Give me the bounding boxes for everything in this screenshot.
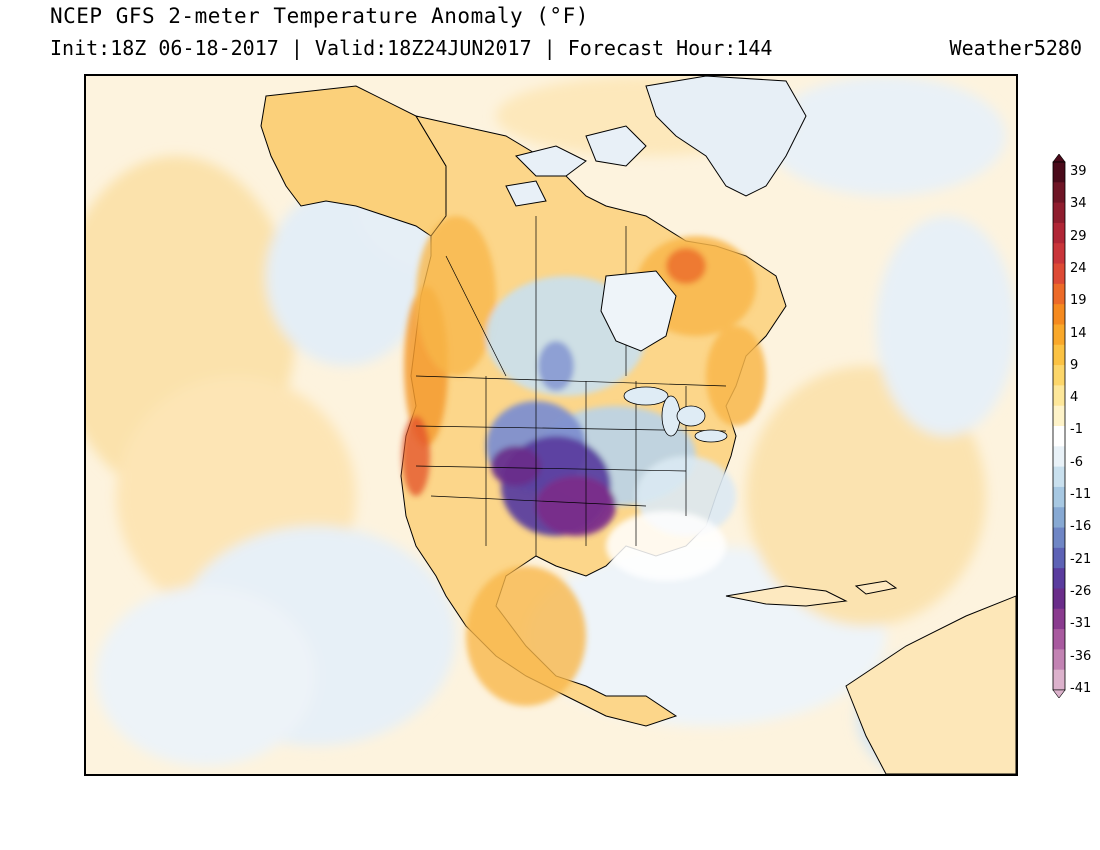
colorbar-segment <box>1053 385 1065 407</box>
colorbar-segment <box>1053 507 1065 529</box>
colorbar-min-arrow <box>1052 689 1066 698</box>
colorbar-segment <box>1053 365 1065 386</box>
colorbar-tick-label: -1 <box>1070 422 1083 438</box>
colorbar-segment <box>1053 466 1065 488</box>
colorbar-segment <box>1053 649 1065 671</box>
colorbar-segment <box>1053 547 1065 569</box>
colorbar-segment <box>1053 568 1065 589</box>
colorbar-segment <box>1053 324 1065 346</box>
colorbar-segment <box>1053 283 1065 305</box>
colorbar-segment <box>1053 344 1065 366</box>
colorbar-segments <box>1052 154 1066 698</box>
colorbar-segment <box>1053 486 1065 508</box>
great-lakes <box>623 386 728 443</box>
colorbar-tick-label: -36 <box>1070 648 1092 664</box>
south-america-landmass <box>845 595 1016 774</box>
colorbar-segment <box>1053 202 1065 224</box>
colorbar-tick-label: -11 <box>1070 487 1092 502</box>
brand-label: Weather5280 <box>949 36 1082 60</box>
colorbar-segment <box>1053 669 1065 691</box>
colorbar-segment <box>1053 527 1065 549</box>
colorbar-segment <box>1053 304 1065 325</box>
colorbar-tick-label: -16 <box>1070 519 1092 535</box>
arctic-islands <box>505 125 647 207</box>
colorbar-tick-label: -31 <box>1070 616 1092 632</box>
map-subtitle: Init:18Z 06-18-2017 | Valid:18Z24JUN2017… <box>50 36 773 60</box>
colorbar-tick-label: 34 <box>1070 196 1087 212</box>
colorbar-tick-label: 19 <box>1070 293 1087 309</box>
colorbar-tick-label: 14 <box>1070 325 1087 341</box>
colorbar-tick-label: -41 <box>1070 680 1092 696</box>
caribbean-islands <box>725 580 898 607</box>
colorbar-tick-label: -6 <box>1070 454 1083 470</box>
greenland-landmass <box>645 76 807 197</box>
colorbar-segment <box>1053 182 1065 204</box>
temperature-anomaly-map <box>84 74 1018 776</box>
colorbar-segment <box>1053 426 1065 447</box>
colorbar-tick-label: 4 <box>1070 390 1079 406</box>
colorbar-segment <box>1053 243 1065 265</box>
colorbar-segment <box>1053 608 1065 630</box>
map-title: NCEP GFS 2-meter Temperature Anomaly (°F… <box>50 4 589 28</box>
colorbar-tick-label: 24 <box>1070 260 1087 276</box>
colorbar-segment <box>1053 588 1065 610</box>
colorbar <box>1052 154 1066 698</box>
colorbar-segment <box>1053 222 1065 244</box>
colorbar-segment <box>1053 629 1065 650</box>
colorbar-tick-label: -26 <box>1070 583 1092 599</box>
colorbar-tick-label: 29 <box>1070 228 1087 244</box>
colorbar-tick-label: 39 <box>1070 164 1087 179</box>
colorbar-segment <box>1053 263 1065 285</box>
colorbar-tick-label: -21 <box>1070 551 1092 567</box>
colorbar-segment <box>1053 446 1065 468</box>
colorbar-segment <box>1053 405 1065 427</box>
colorbar-segment <box>1053 162 1065 183</box>
colorbar-max-arrow <box>1052 154 1066 163</box>
colorbar-tick-label: 9 <box>1070 357 1079 373</box>
hudson-bay <box>600 270 677 352</box>
map-canvas <box>86 76 1016 774</box>
